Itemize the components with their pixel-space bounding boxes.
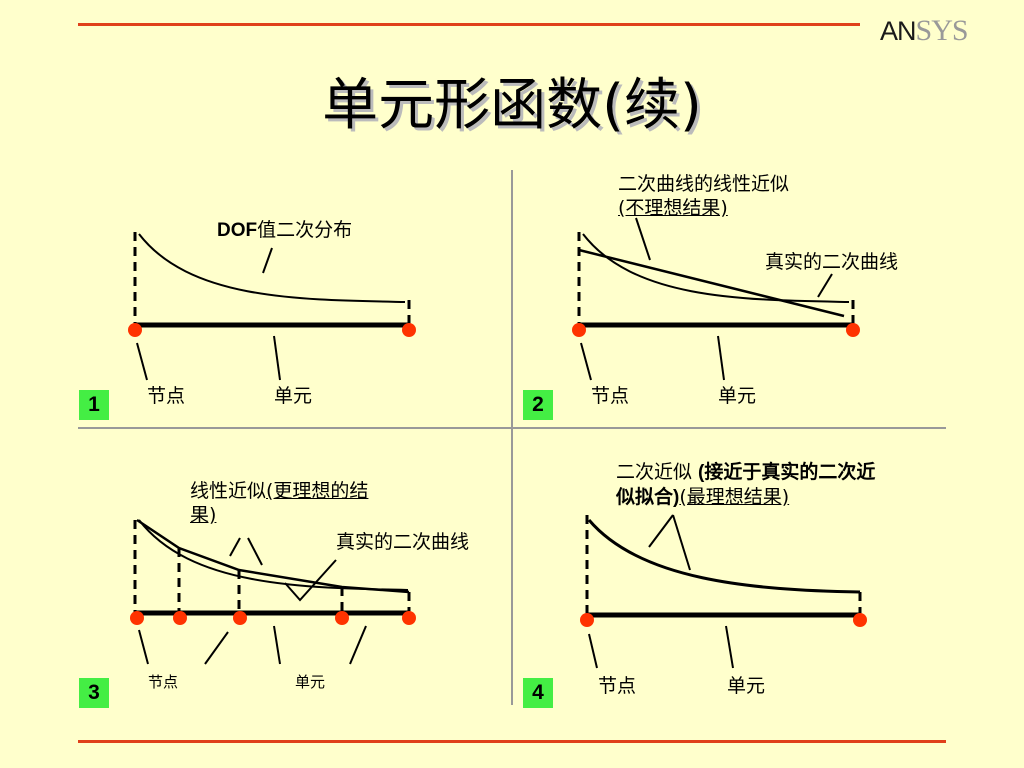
approximation-label: 二次曲线的线性近似(不理想结果) [618, 173, 790, 219]
quadratic-curve [587, 519, 861, 594]
element-label: 单元 [274, 385, 313, 407]
node [402, 323, 416, 337]
pointer-arrow [229, 537, 241, 557]
element-label: 单元 [718, 385, 757, 407]
node-label: 节点 [591, 385, 630, 407]
panel-2-diagram [572, 217, 860, 381]
pointer-arrow [247, 537, 263, 566]
node [572, 323, 586, 337]
panel-number-badge: 4 [523, 678, 553, 708]
panel-number-badge: 3 [79, 678, 109, 708]
node [846, 323, 860, 337]
top-rule [78, 23, 860, 26]
node-label: 节点 [148, 673, 179, 691]
pointer-arrow [817, 273, 833, 298]
pointer-arrow [138, 629, 149, 665]
approximation-label: 线性近似(更理想的结果) [190, 480, 369, 526]
pointer-arrow [262, 247, 273, 274]
pointer-arrow [648, 514, 674, 548]
pointer-arrow [136, 342, 148, 381]
node [130, 611, 144, 625]
node-label: 节点 [598, 675, 637, 697]
pointer-arrow [672, 514, 691, 571]
panel-4-diagram [580, 514, 867, 669]
node [402, 611, 416, 625]
quadratic-curve [138, 233, 406, 303]
pointer-arrow [635, 217, 651, 261]
panel-number-badge: 2 [523, 390, 553, 420]
panel-number-badge: 1 [79, 390, 109, 420]
pointer-arrow [349, 625, 367, 665]
element-label: 单元 [727, 675, 766, 697]
pointer-arrow [273, 625, 281, 665]
pointer-arrow [284, 559, 337, 602]
page-title: 单元形函数(续) [322, 73, 702, 138]
panel-3-diagram [130, 518, 416, 665]
node-label: 节点 [147, 385, 186, 407]
node [233, 611, 247, 625]
pointer-arrow [580, 342, 592, 381]
curve-label: DOF值二次分布 [217, 219, 353, 241]
panel-1-diagram [128, 232, 416, 381]
node [580, 613, 594, 627]
pointer-arrow [717, 335, 725, 381]
node [173, 611, 187, 625]
bottom-rule [78, 740, 946, 743]
node [335, 611, 349, 625]
true-curve-label: 真实的二次曲线 [765, 251, 899, 273]
pointer-arrow [588, 633, 598, 669]
element-label: 单元 [295, 673, 326, 691]
ansys-logo: ANSYS [880, 14, 969, 47]
approximation-label: 二次近似 (接近于真实的二次近似拟合)(最理想结果) [616, 461, 876, 508]
pointer-arrow [273, 335, 281, 381]
true-curve-label: 真实的二次曲线 [336, 531, 470, 553]
pointer-arrow [725, 625, 734, 669]
node [853, 613, 867, 627]
linear-approximation [136, 518, 410, 594]
linear-approximation [578, 248, 845, 318]
node [128, 323, 142, 337]
pointer-arrow [204, 631, 229, 665]
